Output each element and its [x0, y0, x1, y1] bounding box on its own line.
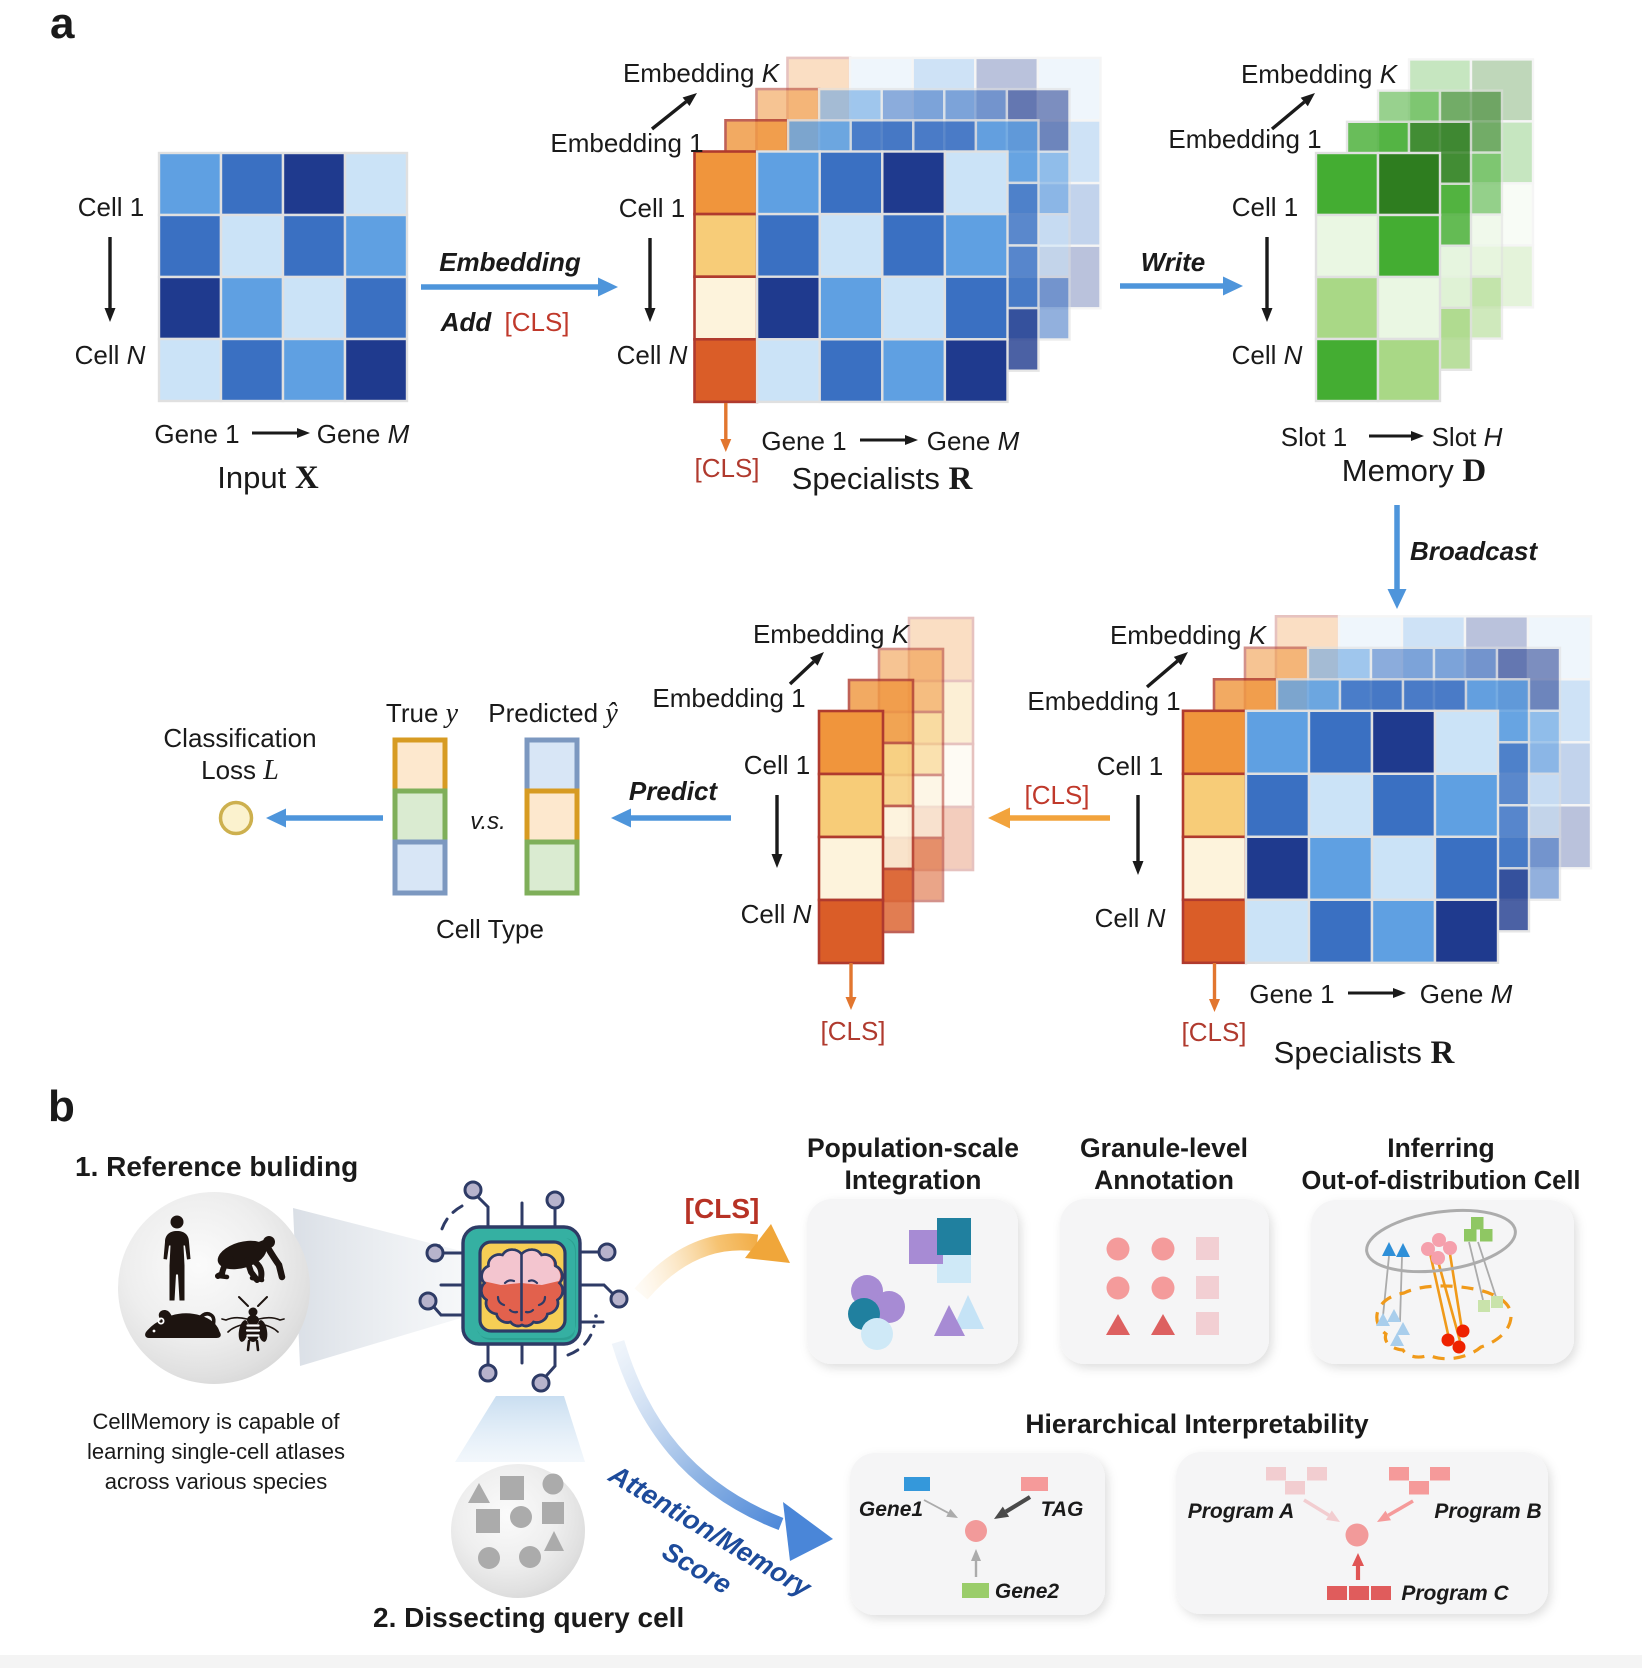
svg-text:[CLS]: [CLS]	[1024, 780, 1089, 810]
svg-text:Granule-level: Granule-level	[1080, 1133, 1248, 1163]
svg-text:Memory D: Memory D	[1342, 453, 1486, 489]
svg-text:Out-of-distribution Cell: Out-of-distribution Cell	[1301, 1167, 1580, 1195]
svg-text:Annotation: Annotation	[1094, 1165, 1234, 1195]
svg-text:learning single-cell atlases: learning single-cell atlases	[87, 1439, 345, 1464]
svg-text:Gene 1: Gene 1	[761, 426, 846, 456]
svg-text:Embedding 1: Embedding 1	[1027, 686, 1180, 716]
svg-text:v.s.: v.s.	[470, 808, 506, 835]
svg-text:a: a	[50, 0, 75, 48]
svg-text:Loss L: Loss L	[201, 755, 279, 786]
svg-text:Program C: Program C	[1401, 1582, 1509, 1605]
svg-text:Gene 1: Gene 1	[154, 419, 239, 449]
svg-text:Gene1: Gene1	[859, 1498, 923, 1521]
svg-text:Embedding K: Embedding K	[753, 619, 911, 649]
svg-text:Specialists R: Specialists R	[1274, 1035, 1456, 1071]
svg-text:Cell N: Cell N	[741, 899, 812, 929]
svg-text:Integration: Integration	[845, 1165, 982, 1195]
svg-text:Inferring: Inferring	[1387, 1133, 1494, 1163]
svg-text:2. Dissecting query cell: 2. Dissecting query cell	[373, 1602, 684, 1633]
svg-text:Embedding 1: Embedding 1	[550, 128, 703, 158]
svg-text:Cell 1: Cell 1	[78, 192, 144, 222]
svg-text:True y: True y	[386, 698, 459, 729]
svg-text:Predicted ŷ: Predicted ŷ	[488, 698, 618, 729]
svg-text:Predict: Predict	[629, 776, 718, 806]
svg-text:Cell N: Cell N	[1095, 903, 1166, 933]
svg-text:Embedding K: Embedding K	[1241, 59, 1399, 89]
svg-text:Program A: Program A	[1188, 1500, 1295, 1523]
svg-text:[CLS]: [CLS]	[685, 1193, 760, 1224]
svg-text:CellMemory is capable of: CellMemory is capable of	[93, 1409, 341, 1434]
svg-text:Cell 1: Cell 1	[1097, 751, 1163, 781]
svg-text:1. Reference buliding: 1. Reference buliding	[75, 1151, 358, 1182]
svg-text:Population-scale: Population-scale	[807, 1133, 1019, 1163]
svg-text:Embedding 1: Embedding 1	[652, 683, 805, 713]
svg-text:TAG: TAG	[1041, 1498, 1084, 1521]
svg-text:Gene M: Gene M	[317, 419, 410, 449]
svg-text:Specialists R: Specialists R	[792, 461, 974, 497]
svg-text:Cell N: Cell N	[75, 340, 146, 370]
svg-text:Cell Type: Cell Type	[436, 914, 544, 944]
svg-text:[CLS]: [CLS]	[820, 1016, 885, 1046]
svg-text:Embedding 1: Embedding 1	[1168, 124, 1321, 154]
svg-text:Gene M: Gene M	[927, 426, 1020, 456]
svg-text:[CLS]: [CLS]	[504, 307, 569, 337]
svg-text:Gene2: Gene2	[995, 1580, 1060, 1603]
svg-text:Embedding K: Embedding K	[623, 58, 781, 88]
svg-text:across various species: across various species	[105, 1469, 328, 1494]
svg-text:Cell N: Cell N	[617, 340, 688, 370]
svg-text:Cell 1: Cell 1	[744, 750, 810, 780]
svg-text:Cell 1: Cell 1	[1232, 192, 1298, 222]
svg-text:Classification: Classification	[163, 723, 316, 753]
svg-text:Cell N: Cell N	[1232, 340, 1303, 370]
svg-text:b: b	[48, 1082, 75, 1131]
svg-text:Write: Write	[1141, 247, 1206, 277]
svg-text:Slot 1: Slot 1	[1281, 422, 1348, 452]
svg-text:Embedding: Embedding	[439, 247, 581, 277]
svg-text:Broadcast: Broadcast	[1410, 536, 1538, 566]
svg-text:Gene M: Gene M	[1420, 979, 1513, 1009]
svg-text:Program B: Program B	[1434, 1500, 1541, 1523]
svg-text:Gene 1: Gene 1	[1249, 979, 1334, 1009]
svg-text:Slot H: Slot H	[1432, 422, 1503, 452]
svg-text:Add: Add	[440, 307, 493, 337]
svg-text:Cell 1: Cell 1	[619, 193, 685, 223]
svg-text:Input X: Input X	[217, 460, 319, 496]
svg-text:[CLS]: [CLS]	[694, 453, 759, 483]
svg-text:Embedding K: Embedding K	[1110, 620, 1268, 650]
svg-text:Hierarchical Interpretability: Hierarchical Interpretability	[1025, 1409, 1368, 1439]
svg-text:[CLS]: [CLS]	[1181, 1017, 1246, 1047]
